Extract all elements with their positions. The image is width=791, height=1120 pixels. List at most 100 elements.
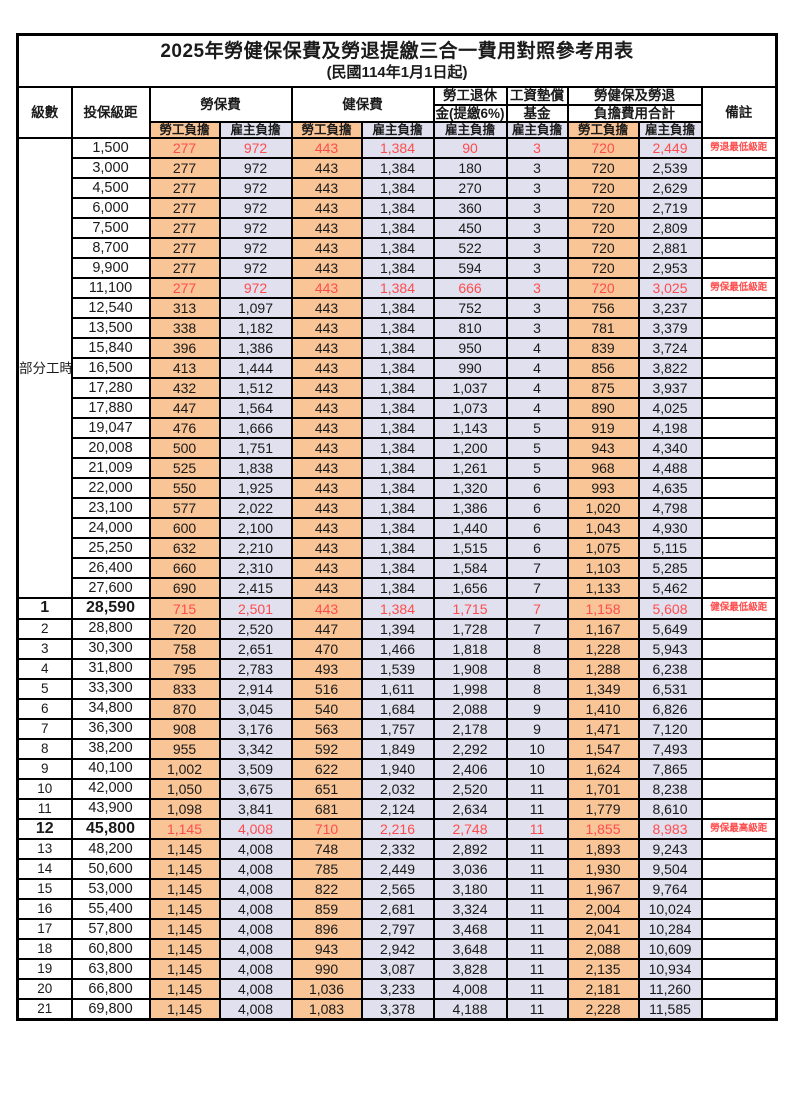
value-cell: 443 (290, 457, 363, 480)
value-cell: 4,008 (218, 958, 293, 981)
value-cell: 7 (505, 557, 569, 580)
bracket-cell: 16,500 (70, 357, 151, 380)
value-cell: 11 (505, 858, 569, 881)
value-cell: 8 (505, 677, 569, 700)
bracket-cell: 12,540 (70, 297, 151, 320)
value-cell: 1,320 (432, 477, 508, 500)
value-cell: 4,198 (637, 417, 703, 440)
table-row: 15 53,000 1,145 4,008 822 2,565 3,180 11 1,967 9,… (16, 878, 778, 901)
table-row: 5 33,300 833 2,914 516 1,611 1,998 8 1,349 6,531 (16, 677, 778, 700)
value-cell: 313 (148, 297, 221, 320)
level-cell: 2 (16, 617, 73, 640)
table-row: 17 57,800 1,145 4,008 896 2,797 3,468 11 2,041 10… (16, 918, 778, 941)
value-cell: 443 (290, 317, 363, 340)
value-cell: 1,539 (360, 657, 435, 680)
value-cell: 3,468 (432, 918, 508, 941)
value-cell: 11,260 (637, 978, 703, 1001)
table-body: 部分工時 1,500 277 972 443 1,384 90 3 720 2,449 勞退最低級距… (16, 137, 778, 1021)
value-cell: 11 (505, 878, 569, 901)
level-cell: 11 (16, 797, 73, 820)
value-cell: 277 (148, 177, 221, 200)
col-header-wage-fund-line2: 基金 (505, 103, 569, 124)
value-cell: 1,261 (432, 457, 508, 480)
table-row: 10 42,000 1,050 3,675 651 2,032 2,520 11 1,701 8,… (16, 777, 778, 800)
bracket-cell: 8,700 (70, 237, 151, 260)
value-cell: 3,841 (218, 797, 293, 820)
value-cell: 990 (290, 958, 363, 981)
value-cell: 90 (432, 137, 508, 160)
bracket-cell: 34,800 (70, 697, 151, 720)
table-row: 6 34,800 870 3,045 540 1,684 2,088 9 1,410 6,826 (16, 697, 778, 720)
table-row: 9,900 277 972 443 1,384 594 3 720 2,953 (18, 257, 778, 280)
table-row: 12,540 313 1,097 443 1,384 752 3 756 3,237 (18, 297, 778, 320)
bracket-cell: 6,000 (70, 197, 151, 220)
value-cell: 522 (432, 237, 508, 260)
subheader-pension-employer: 雇主負擔 (432, 121, 508, 140)
value-cell: 443 (290, 237, 363, 260)
value-cell: 1,228 (566, 637, 640, 660)
value-cell: 3,937 (637, 377, 703, 400)
value-cell: 443 (290, 277, 363, 300)
value-cell: 1,757 (360, 717, 435, 740)
value-cell: 11 (505, 958, 569, 981)
value-cell: 2,216 (360, 817, 435, 841)
value-cell: 3,176 (218, 717, 293, 740)
value-cell: 470 (290, 637, 363, 660)
value-cell: 2,809 (637, 217, 703, 240)
value-cell: 651 (290, 777, 363, 800)
bracket-cell: 36,300 (70, 717, 151, 740)
value-cell: 277 (148, 217, 221, 240)
value-cell: 1,728 (432, 617, 508, 640)
remark-cell (700, 157, 778, 180)
table-row: 8,700 277 972 443 1,384 522 3 720 2,881 (18, 237, 778, 260)
value-cell: 443 (290, 357, 363, 380)
value-cell: 4,025 (637, 397, 703, 420)
bracket-cell: 33,300 (70, 677, 151, 700)
value-cell: 1,384 (360, 217, 435, 240)
title-row: 2025年勞健保保費及勞退提繳三合一費用對照參考用表 (民國114年1月1日起) (16, 33, 778, 88)
value-cell: 1,779 (566, 797, 640, 820)
table-row: 6,000 277 972 443 1,384 360 3 720 2,719 (18, 197, 778, 220)
value-cell: 1,908 (432, 657, 508, 680)
table-row: 19,047 476 1,666 443 1,384 1,143 5 919 4,198 (18, 417, 778, 440)
table-row: 22,000 550 1,925 443 1,384 1,320 6 993 4,635 (18, 477, 778, 500)
value-cell: 10,024 (637, 898, 703, 921)
value-cell: 1,145 (148, 838, 221, 861)
value-cell: 681 (290, 797, 363, 820)
value-cell: 1,384 (360, 437, 435, 460)
value-cell: 2,719 (637, 197, 703, 220)
value-cell: 1,075 (566, 537, 640, 560)
value-cell: 2,178 (432, 717, 508, 740)
value-cell: 3,378 (360, 998, 435, 1021)
value-cell: 2,100 (218, 517, 293, 540)
remark-cell (700, 537, 778, 560)
value-cell: 11 (505, 797, 569, 820)
bracket-cell: 43,900 (70, 797, 151, 820)
value-cell: 550 (148, 477, 221, 500)
value-cell: 1,998 (432, 677, 508, 700)
remark-cell (700, 617, 778, 640)
remark-cell (700, 317, 778, 340)
value-cell: 715 (148, 597, 221, 620)
col-header-bracket: 投保級距 (70, 85, 151, 140)
remark-cell (700, 257, 778, 280)
col-header-pension-line2: 金(提繳6%) (432, 103, 508, 124)
value-cell: 3,822 (637, 357, 703, 380)
value-cell: 1,145 (148, 918, 221, 941)
value-cell: 11 (505, 918, 569, 941)
value-cell: 1,145 (148, 938, 221, 961)
value-cell: 4,798 (637, 497, 703, 520)
value-cell: 2,124 (360, 797, 435, 820)
remark-cell (700, 337, 778, 360)
remark-cell (700, 918, 778, 941)
header-row-1: 級數 投保級距 勞保費 健保費 勞工退休 工資墊償 勞健保及勞退 備註 (16, 85, 778, 140)
value-cell: 525 (148, 457, 221, 480)
table-row: 4 31,800 795 2,783 493 1,539 1,908 8 1,288 6,238 (16, 657, 778, 680)
value-cell: 2,088 (566, 938, 640, 961)
remark-cell (700, 377, 778, 400)
value-cell: 2,953 (637, 257, 703, 280)
value-cell: 2,292 (432, 737, 508, 760)
value-cell: 943 (566, 437, 640, 460)
value-cell: 9 (505, 697, 569, 720)
